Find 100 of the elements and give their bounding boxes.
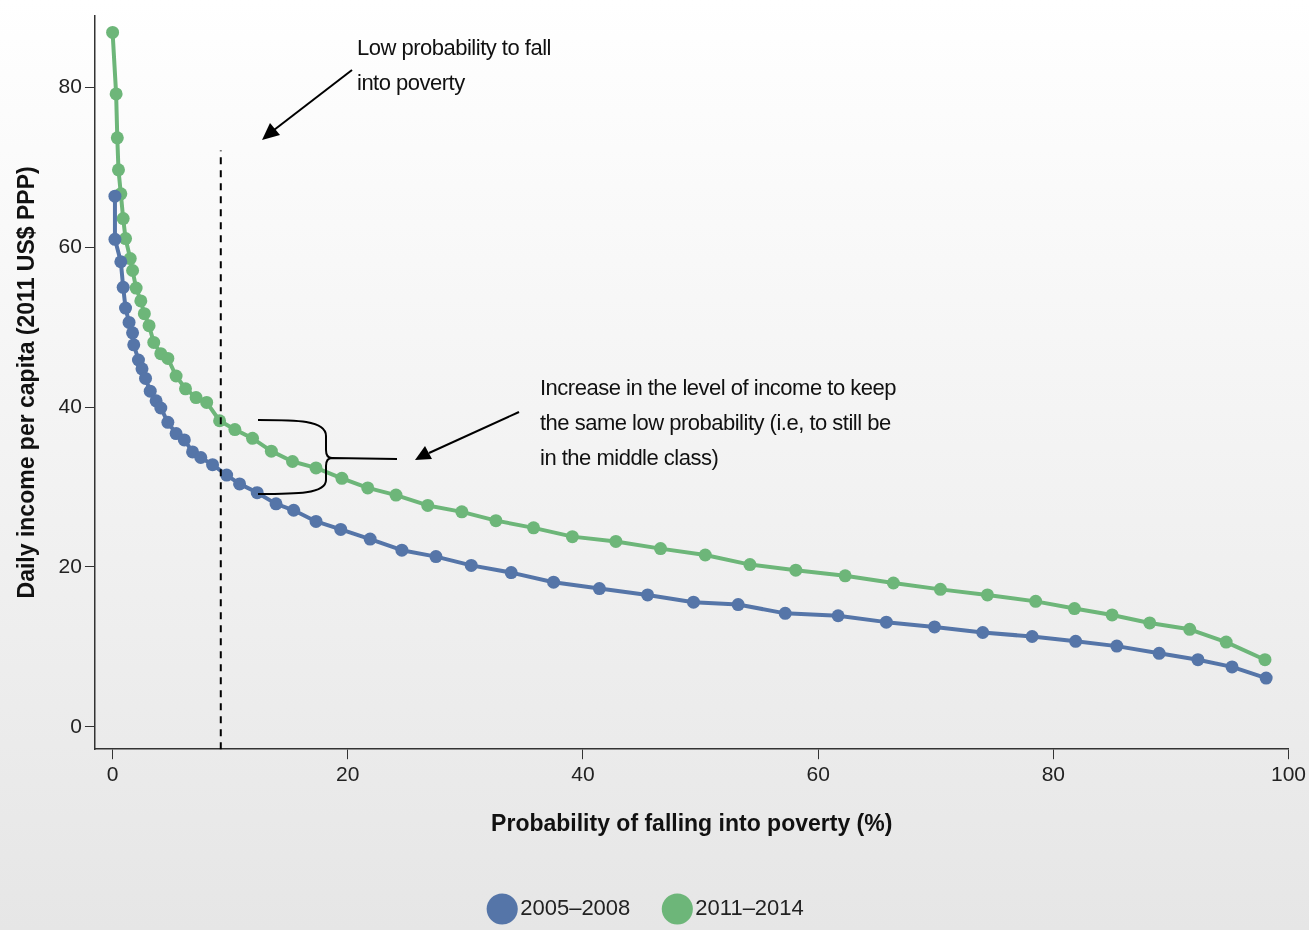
point [134, 294, 148, 308]
point [147, 335, 161, 349]
point [108, 189, 122, 203]
point [363, 532, 377, 546]
point [504, 566, 518, 580]
point [743, 558, 757, 572]
point [1029, 594, 1043, 608]
point [334, 522, 348, 536]
point [309, 461, 323, 475]
point [928, 620, 942, 634]
point [161, 415, 175, 429]
point [169, 369, 183, 383]
point [111, 163, 125, 177]
point [698, 548, 712, 562]
point [527, 521, 541, 535]
point [831, 609, 845, 623]
point [106, 25, 120, 39]
point [309, 514, 323, 528]
point [361, 481, 375, 495]
point [641, 588, 655, 602]
point [686, 595, 700, 609]
point [246, 431, 260, 445]
point [116, 280, 130, 294]
point [110, 131, 124, 145]
point [886, 576, 900, 590]
point [126, 264, 140, 278]
point [389, 488, 403, 502]
x-tick-label: 0 [106, 761, 119, 785]
point [1191, 653, 1205, 667]
y-tick-label: 60 [58, 234, 82, 258]
point [286, 455, 300, 469]
point [933, 582, 947, 596]
point [1067, 602, 1081, 616]
point [129, 281, 143, 295]
point [264, 444, 278, 458]
point [127, 338, 141, 352]
point [731, 598, 745, 612]
y-axis-title: Daily income per capita (2011 US$ PPP) [13, 166, 40, 599]
point [421, 498, 435, 512]
point [108, 232, 122, 246]
point [464, 558, 478, 572]
annotation: Low probability to fall into poverty [357, 34, 552, 97]
point [879, 615, 893, 629]
point [233, 477, 247, 491]
legend-label: 2005–2008 [520, 895, 631, 921]
point [109, 87, 123, 101]
point [565, 530, 579, 544]
x-axis-title: Probability of falling into poverty (%) [491, 809, 893, 836]
point [838, 569, 852, 583]
annotation: Increase in the level of income to keep the same low probability (i.e, to still be in the middle class) [540, 374, 897, 472]
point [1105, 608, 1119, 622]
legend-label: 2011–2014 [695, 895, 804, 921]
point [1143, 616, 1157, 630]
y-tick-label: 40 [58, 393, 82, 417]
point [429, 550, 443, 564]
y-tick-label: 80 [58, 74, 82, 98]
point [119, 301, 133, 315]
point [119, 232, 133, 246]
point [1152, 646, 1166, 660]
point [287, 503, 301, 517]
x-tick-label: 100 [1270, 761, 1306, 785]
point [179, 382, 192, 396]
point [116, 212, 130, 226]
point [547, 575, 561, 589]
point [489, 514, 503, 528]
y-tick-label: 20 [58, 553, 82, 577]
point [220, 468, 234, 482]
x-tick-label: 80 [1041, 761, 1065, 785]
point [455, 505, 469, 519]
point [1069, 634, 1083, 648]
point [1219, 635, 1233, 649]
point [228, 423, 242, 437]
point [194, 451, 208, 465]
point [126, 326, 140, 340]
point [189, 391, 203, 405]
point [335, 471, 349, 485]
point [778, 606, 792, 620]
point [269, 497, 283, 511]
x-tick-label: 40 [571, 761, 595, 785]
point [789, 563, 803, 577]
point [177, 433, 191, 447]
point [980, 588, 994, 602]
x-tick-label: 60 [806, 761, 830, 785]
point [1258, 653, 1272, 667]
point [142, 319, 156, 333]
point [976, 626, 990, 640]
x-tick-label: 20 [336, 761, 360, 785]
point [250, 486, 264, 500]
point [1225, 660, 1239, 674]
point [139, 371, 153, 385]
point [1110, 639, 1124, 653]
point [143, 384, 157, 398]
point [1025, 630, 1039, 644]
point [206, 458, 220, 472]
point [1259, 671, 1273, 685]
point [114, 255, 128, 269]
point [395, 543, 409, 557]
point [161, 351, 175, 365]
point [154, 401, 168, 415]
point [137, 307, 151, 321]
